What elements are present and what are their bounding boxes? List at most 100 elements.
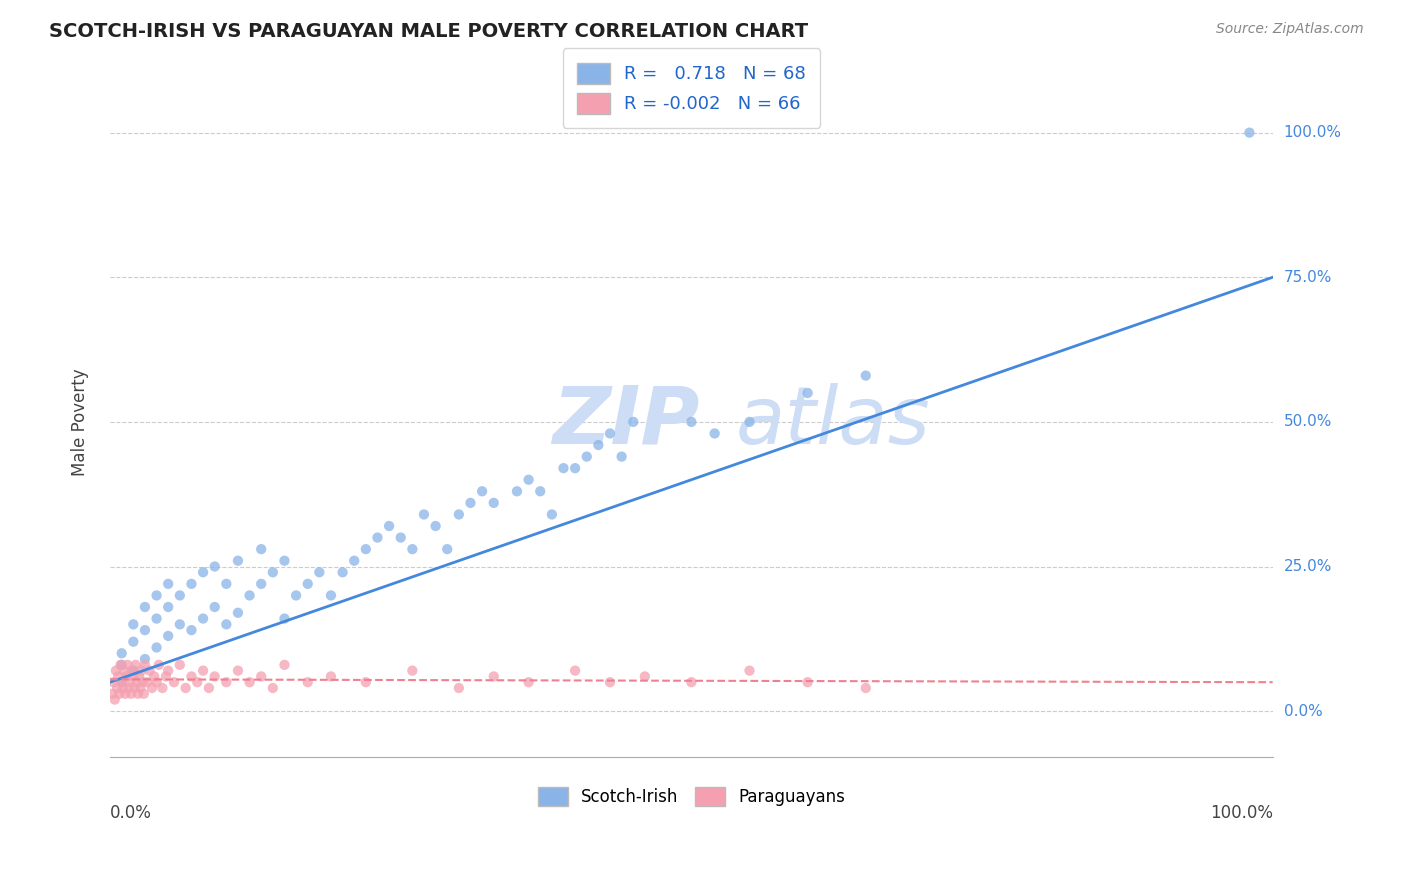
Point [134,599,156,614]
Point [285,589,308,603]
Point [124,657,146,672]
Legend: Scotch-Irish, Paraguayans: Scotch-Irish, Paraguayans [531,780,852,813]
Point [517,675,540,690]
Point [131,675,153,690]
Point [111,681,134,695]
Point [122,634,145,648]
Point [366,531,388,545]
Point [215,577,238,591]
Point [101,687,124,701]
Point [1239,126,1261,140]
Point [226,606,249,620]
Point [138,664,160,678]
Point [273,611,295,625]
Text: 100.0%: 100.0% [1284,125,1341,140]
Point [621,415,644,429]
Point [517,473,540,487]
Point [111,657,134,672]
Point [129,681,152,695]
Point [447,681,470,695]
Point [169,589,191,603]
Point [103,675,125,690]
Point [150,681,173,695]
Point [117,657,139,672]
Point [115,669,138,683]
Point [738,415,761,429]
Point [215,675,238,690]
Point [634,669,657,683]
Point [389,531,412,545]
Point [191,566,214,580]
Point [401,542,423,557]
Text: 25.0%: 25.0% [1284,559,1331,574]
Point [273,657,295,672]
Point [482,496,505,510]
Point [855,681,877,695]
Point [157,629,180,643]
Point [108,687,131,701]
Point [180,577,202,591]
Text: atlas: atlas [735,383,931,461]
Point [471,484,494,499]
Point [122,617,145,632]
Point [262,681,284,695]
Point [107,669,129,683]
Point [122,669,145,683]
Point [262,566,284,580]
Point [127,687,149,701]
Point [163,675,186,690]
Point [174,681,197,695]
Point [564,664,586,678]
Point [482,669,505,683]
Point [125,675,148,690]
Point [180,669,202,683]
Point [343,554,366,568]
Point [191,664,214,678]
Point [204,669,226,683]
Text: ZIP: ZIP [553,383,699,461]
Point [610,450,633,464]
Point [239,675,262,690]
Point [148,657,170,672]
Point [738,664,761,678]
Point [855,368,877,383]
Point [145,589,167,603]
Point [112,664,135,678]
Point [425,519,447,533]
Point [132,687,155,701]
Point [141,681,163,695]
Point [250,577,273,591]
Point [157,664,180,678]
Point [121,664,143,678]
Point [105,681,128,695]
Point [226,554,249,568]
Point [681,675,703,690]
Point [134,652,156,666]
Point [157,577,180,591]
Point [169,657,191,672]
Text: 50.0%: 50.0% [1284,415,1331,429]
Point [198,681,221,695]
Point [250,542,273,557]
Point [169,617,191,632]
Point [378,519,401,533]
Point [447,508,470,522]
Point [111,675,134,690]
Point [297,577,319,591]
Point [204,599,226,614]
Point [134,623,156,637]
Point [110,657,132,672]
Point [114,687,136,701]
Point [111,675,134,690]
Point [401,664,423,678]
Point [104,692,127,706]
Text: 0.0%: 0.0% [110,805,152,822]
Point [796,386,818,401]
Point [226,664,249,678]
Point [186,675,208,690]
Point [703,426,725,441]
Point [553,461,575,475]
Point [332,566,354,580]
Point [506,484,529,499]
Point [354,675,377,690]
